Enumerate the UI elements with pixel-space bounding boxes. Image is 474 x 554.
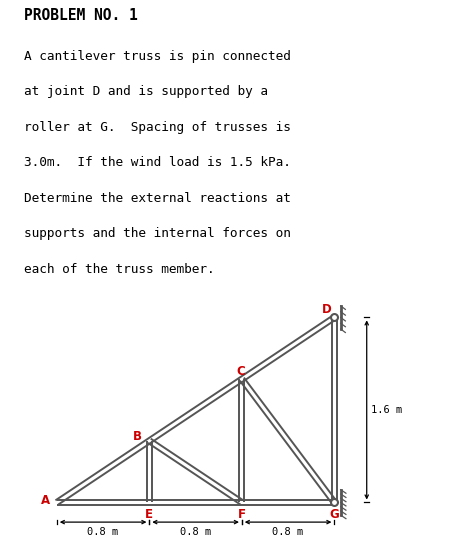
Text: A: A <box>41 494 50 507</box>
Text: 1.6 m: 1.6 m <box>371 405 402 415</box>
Text: each of the truss member.: each of the truss member. <box>24 263 214 275</box>
Text: F: F <box>238 507 246 521</box>
Text: B: B <box>133 430 142 443</box>
Text: C: C <box>237 365 245 377</box>
Text: E: E <box>146 507 154 521</box>
Text: at joint D and is supported by a: at joint D and is supported by a <box>24 85 268 98</box>
Text: 0.8 m: 0.8 m <box>88 527 119 537</box>
Text: Determine the external reactions at: Determine the external reactions at <box>24 192 291 204</box>
Text: 0.8 m: 0.8 m <box>180 527 211 537</box>
Text: A cantilever truss is pin connected: A cantilever truss is pin connected <box>24 50 291 63</box>
Text: supports and the internal forces on: supports and the internal forces on <box>24 227 291 240</box>
Text: 0.8 m: 0.8 m <box>273 527 304 537</box>
Text: G: G <box>329 507 339 521</box>
Text: D: D <box>321 303 331 316</box>
Text: roller at G.  Spacing of trusses is: roller at G. Spacing of trusses is <box>24 121 291 134</box>
Text: PROBLEM NO. 1: PROBLEM NO. 1 <box>24 8 137 23</box>
Text: 3.0m.  If the wind load is 1.5 kPa.: 3.0m. If the wind load is 1.5 kPa. <box>24 156 291 169</box>
